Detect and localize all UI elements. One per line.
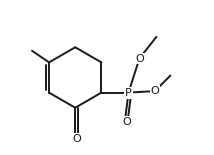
Text: O: O bbox=[150, 86, 159, 96]
Text: O: O bbox=[122, 117, 131, 127]
Text: O: O bbox=[72, 134, 81, 144]
Text: P: P bbox=[125, 88, 132, 98]
Text: O: O bbox=[135, 53, 144, 64]
